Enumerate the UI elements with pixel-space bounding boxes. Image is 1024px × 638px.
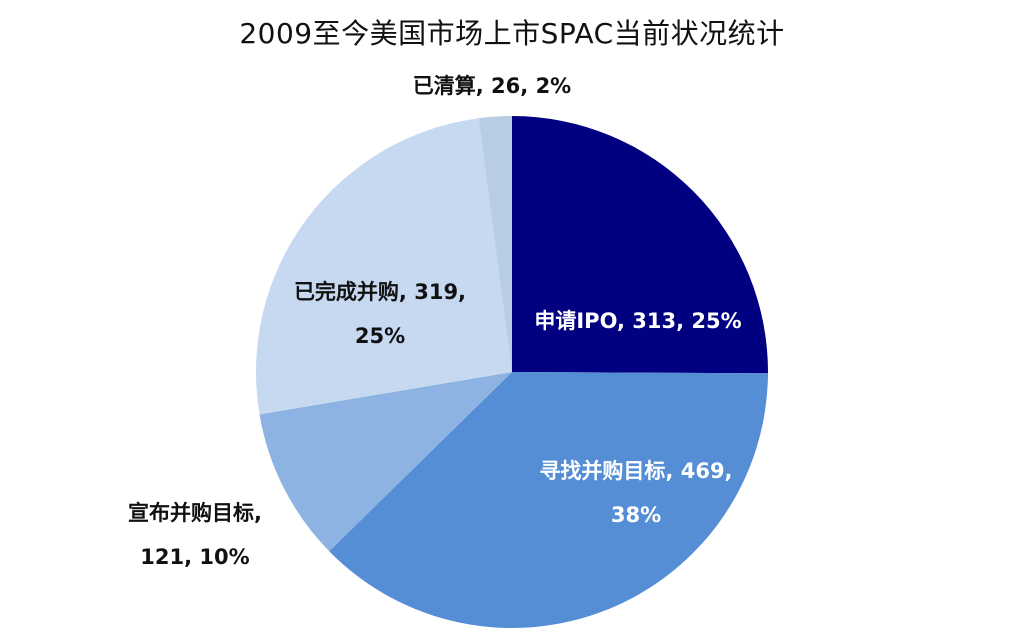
data-label-2: 寻找并购目标, 469, 38% (539, 459, 732, 527)
pie-slice-4 (256, 118, 512, 415)
data-label-5: 已清算, 26, 2% (413, 74, 571, 98)
pie-slice-2 (329, 372, 768, 629)
data-label-1: 申请IPO, 313, 25% (534, 309, 741, 333)
pie-slice-1 (512, 116, 769, 374)
pie-slice-5 (478, 116, 512, 372)
chart-title: 2009至今美国市场上市SPAC当前状况统计 (239, 17, 785, 50)
pie-slice-3 (259, 372, 512, 552)
data-label-4: 已完成并购, 319, 25% (294, 280, 466, 348)
data-label-3: 宣布并购目标, 121, 10% (128, 501, 262, 569)
